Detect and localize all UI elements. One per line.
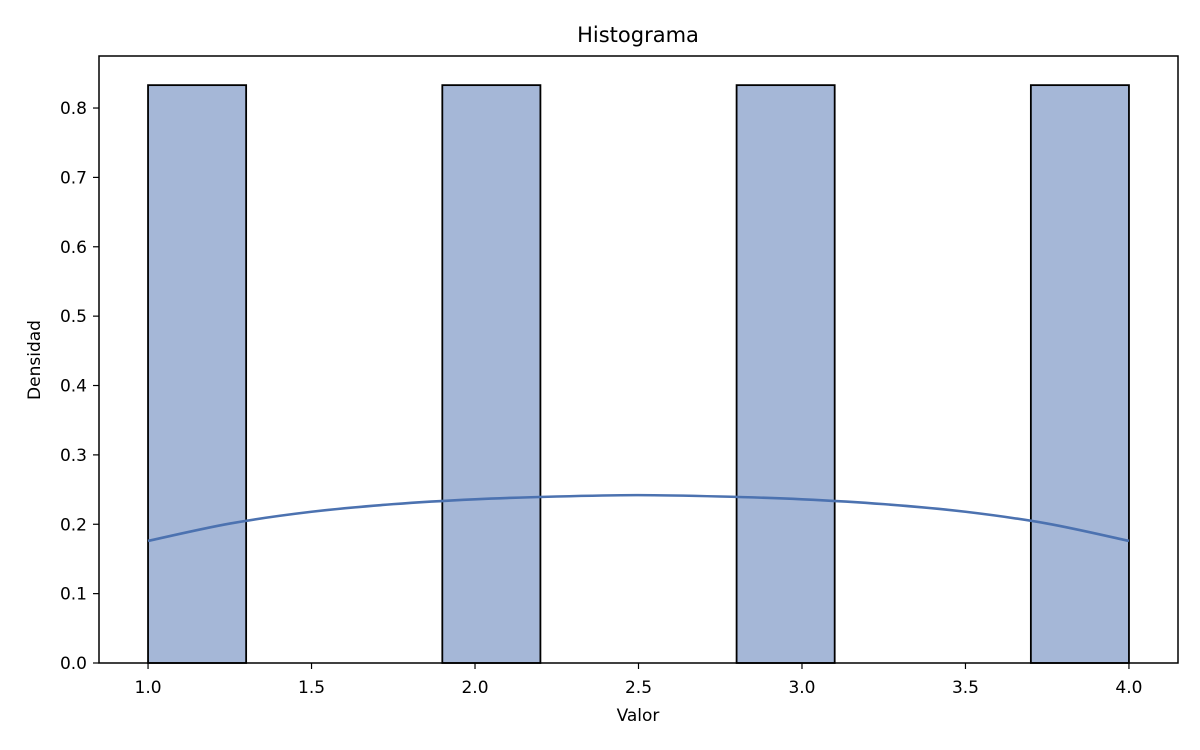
x-tick-label: 3.5 [952,678,979,698]
histogram-bar-4 [1029,84,1130,664]
y-tick-label: 0.7 [60,168,87,188]
x-tick-label: 3.0 [788,678,815,698]
x-tick-label: 4.0 [1115,678,1142,698]
chart-title: Histograma [577,23,699,47]
y-tick-label: 0.3 [60,446,87,466]
y-tick-label: 0.8 [60,99,87,119]
x-tick-label: 2.5 [625,678,652,698]
histogram-bar-3 [735,84,836,664]
y-axis-label: Densidad [25,320,45,400]
y-tick-label: 0.4 [60,377,87,397]
y-tick-label: 0.0 [60,654,87,674]
x-tick-label: 1.0 [135,678,162,698]
y-tick-label: 0.5 [60,307,87,327]
x-axis-label: Valor [617,706,660,726]
y-tick-label: 0.1 [60,585,87,605]
x-tick-label: 2.0 [461,678,488,698]
y-axis-ticks: 0.0 0.1 0.2 0.3 0.4 0.5 0.6 0.7 0.8 [60,99,99,674]
y-tick-label: 0.2 [60,515,87,535]
x-tick-label: 1.5 [298,678,325,698]
kde-group [147,493,1130,543]
histogram-bar-1 [147,84,248,664]
x-axis-ticks: 1.0 1.5 2.0 2.5 3.0 3.5 4.0 [135,663,1142,698]
bars-group [147,84,1130,664]
y-tick-label: 0.6 [60,238,87,258]
kde-curve [147,493,1130,543]
histogram-bar-2 [441,84,542,664]
